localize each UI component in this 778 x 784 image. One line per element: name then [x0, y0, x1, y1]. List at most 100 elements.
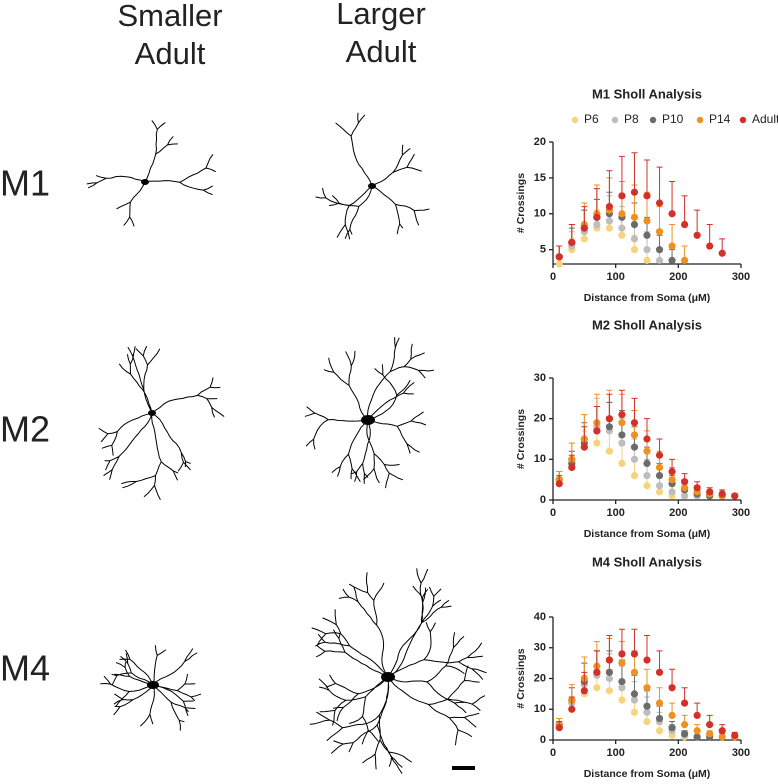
data-point	[706, 242, 714, 250]
data-point	[605, 687, 614, 695]
neuron-tracings	[86, 112, 487, 774]
data-point	[618, 684, 626, 692]
y-tick-label: 10	[534, 453, 546, 465]
data-point	[630, 419, 639, 427]
data-point	[580, 224, 588, 232]
data-point	[568, 705, 576, 713]
legend-label: Adult	[752, 112, 778, 126]
row-label: M2	[0, 409, 50, 450]
data-point	[630, 443, 639, 451]
data-point	[655, 668, 664, 676]
data-point	[593, 684, 601, 692]
error-bar	[631, 397, 638, 423]
data-point	[593, 220, 601, 229]
data-point	[668, 488, 676, 496]
data-point	[643, 192, 651, 200]
data-point	[655, 199, 664, 207]
neuron-soma	[361, 415, 375, 425]
error-bar	[681, 195, 688, 225]
error-bar	[644, 159, 650, 196]
neuron-dendrites	[309, 568, 487, 774]
x-axis-label: Distance from Soma (μM)	[584, 292, 711, 304]
data-point	[655, 451, 664, 459]
error-bar	[631, 628, 638, 654]
data-point	[643, 435, 651, 443]
error-bar	[656, 166, 663, 203]
data-point	[630, 455, 639, 463]
data-point	[630, 431, 639, 439]
neuron-dendrites	[100, 645, 202, 731]
data-point	[655, 463, 664, 472]
x-tick-label: 200	[669, 507, 687, 519]
data-point	[555, 260, 563, 268]
error-bar	[606, 634, 613, 661]
error-bar	[593, 188, 600, 218]
data-point	[643, 472, 651, 480]
neuron-dendrites	[304, 337, 434, 489]
data-point	[618, 677, 626, 686]
data-point	[643, 447, 651, 455]
x-tick-label: 200	[669, 747, 687, 759]
data-point	[605, 202, 614, 211]
data-point	[618, 696, 626, 704]
data-point	[655, 246, 664, 254]
error-bar	[606, 393, 613, 419]
data-point	[593, 213, 601, 221]
data-point	[693, 231, 701, 239]
data-point	[618, 210, 626, 218]
error-bar	[618, 155, 625, 196]
data-point	[630, 220, 639, 229]
data-point	[706, 721, 714, 729]
error-bar	[593, 405, 600, 431]
data-point	[668, 210, 676, 218]
row-label: M1	[0, 163, 50, 204]
data-point	[643, 684, 651, 692]
data-point	[618, 659, 626, 667]
error-bar	[618, 628, 625, 654]
y-tick-label: 30	[534, 642, 546, 654]
legend-label: P10	[662, 112, 684, 126]
data-point	[605, 668, 614, 676]
chart-title: M4 Sholl Analysis	[592, 554, 702, 569]
data-point	[655, 714, 664, 723]
row-label: M4	[0, 648, 50, 689]
data-point	[718, 727, 726, 735]
data-point	[630, 668, 639, 676]
legend-label: P8	[624, 112, 639, 126]
y-tick-label: 5	[540, 244, 546, 256]
data-point	[681, 478, 689, 486]
x-tick-label: 300	[732, 507, 750, 519]
data-point	[681, 699, 689, 707]
legend-marker	[696, 116, 704, 124]
data-point	[605, 447, 614, 455]
data-point	[655, 228, 664, 236]
data-point	[555, 724, 563, 732]
column-header: Larger	[336, 0, 426, 31]
error-bar	[694, 209, 701, 236]
data-point	[668, 242, 676, 250]
data-point	[643, 656, 651, 664]
data-point	[643, 217, 651, 225]
chart-title: M1 Sholl Analysis	[592, 86, 702, 101]
data-point	[681, 492, 689, 500]
data-point	[668, 476, 676, 484]
data-point	[630, 650, 639, 658]
data-point	[618, 192, 626, 200]
data-point	[630, 235, 639, 243]
error-bar	[618, 389, 625, 415]
column-header: Adult	[135, 36, 206, 71]
y-tick-label: 40	[534, 611, 546, 623]
data-point	[668, 467, 676, 476]
data-point	[630, 708, 639, 716]
legend-marker	[649, 116, 657, 124]
data-point	[593, 668, 601, 676]
data-point	[618, 411, 626, 419]
data-point	[605, 423, 614, 431]
x-tick-label: 300	[732, 747, 750, 759]
data-point	[630, 696, 639, 704]
data-point	[655, 699, 664, 707]
chart-title: M2 Sholl Analysis	[592, 317, 702, 332]
data-point	[731, 731, 739, 739]
y-tick-label: 10	[534, 208, 546, 220]
x-tick-label: 0	[550, 747, 556, 759]
